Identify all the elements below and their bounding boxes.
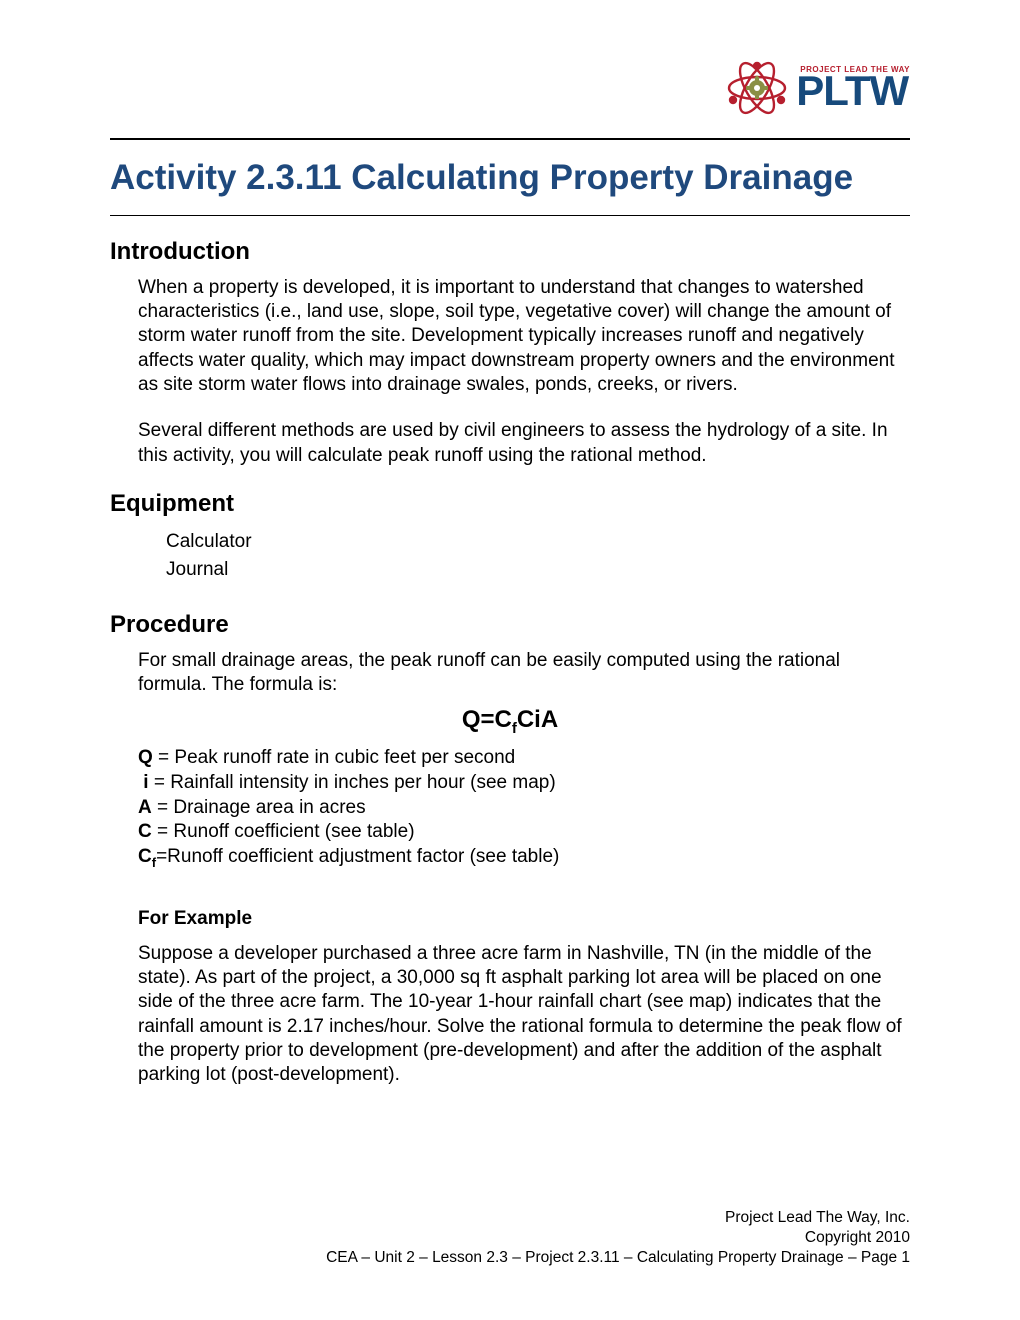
def-row: Cf=Runoff coefficient adjustment factor … [138, 845, 910, 872]
formula-rhs: CiA [517, 706, 558, 733]
logo-name: PLTW [796, 70, 910, 112]
rule-top [110, 138, 910, 140]
header-row: PROJECT LEAD THE WAY PLTW [110, 58, 910, 118]
def-text: = Runoff coefficient (see table) [152, 821, 415, 842]
pltw-logo: PROJECT LEAD THE WAY PLTW [724, 58, 910, 118]
section-heading-equipment: Equipment [110, 490, 910, 518]
def-text: = Drainage area in acres [152, 797, 366, 818]
def-row: i = Rainfall intensity in inches per hou… [138, 771, 910, 796]
equipment-list: Calculator Journal [166, 528, 910, 585]
document-page: PROJECT LEAD THE WAY PLTW Activity 2.3.1… [0, 0, 1020, 1150]
variable-definitions: Q = Peak runoff rate in cubic feet per s… [138, 746, 910, 871]
procedure-intro: For small drainage areas, the peak runof… [138, 649, 910, 698]
def-text: = Peak runoff rate in cubic feet per sec… [153, 747, 515, 768]
list-item: Journal [166, 556, 910, 585]
def-row: A = Drainage area in acres [138, 796, 910, 821]
def-text: =Runoff coefficient adjustment factor (s… [156, 846, 559, 867]
rational-formula: Q=CfCiA [110, 706, 910, 737]
intro-paragraph-2: Several different methods are used by ci… [138, 419, 910, 468]
rule-under-title [110, 215, 910, 216]
example-paragraph: Suppose a developer purchased a three ac… [138, 942, 910, 1088]
section-heading-procedure: Procedure [110, 611, 910, 639]
footer-line: CEA – Unit 2 – Lesson 2.3 – Project 2.3.… [326, 1248, 910, 1268]
footer-line: Project Lead The Way, Inc. [326, 1208, 910, 1228]
example-heading: For Example [138, 908, 910, 930]
page-title: Activity 2.3.11 Calculating Property Dra… [110, 156, 910, 201]
def-row: Q = Peak runoff rate in cubic feet per s… [138, 746, 910, 771]
section-heading-introduction: Introduction [110, 238, 910, 266]
intro-paragraph-1: When a property is developed, it is impo… [138, 276, 910, 398]
logo-text: PROJECT LEAD THE WAY PLTW [796, 65, 910, 112]
def-row: C = Runoff coefficient (see table) [138, 820, 910, 845]
def-text: = Rainfall intensity in inches per hour … [149, 772, 556, 793]
atom-icon [724, 58, 790, 118]
list-item: Calculator [166, 528, 910, 557]
footer-line: Copyright 2010 [326, 1228, 910, 1248]
formula-lhs: Q=C [462, 706, 512, 733]
page-footer: Project Lead The Way, Inc. Copyright 201… [326, 1208, 910, 1268]
